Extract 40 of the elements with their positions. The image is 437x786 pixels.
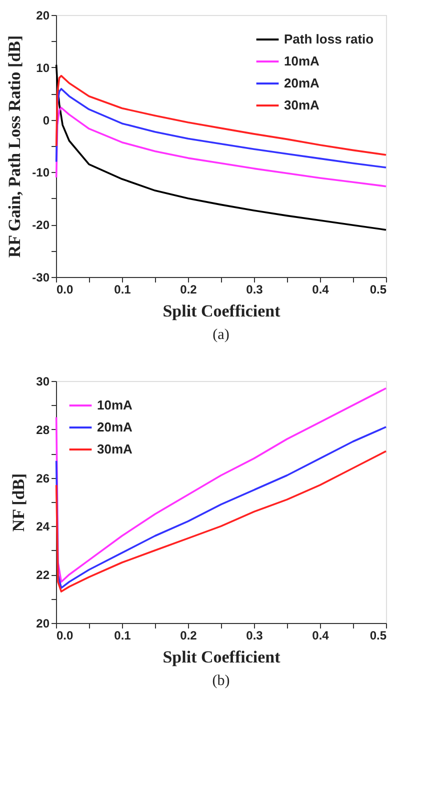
x-tick-label: 0.5 (370, 282, 387, 296)
y-tick-label: 28 (36, 422, 50, 437)
x-tick-label: 0.2 (180, 628, 198, 642)
y-tick-label: 10 (36, 60, 50, 75)
y-axis-title: NF [dB] (9, 473, 28, 532)
y-tick-label: -10 (32, 166, 50, 180)
x-tick-label: 0.5 (370, 628, 387, 642)
line-series (55, 387, 387, 583)
y-tick-label: 20 (36, 8, 50, 22)
x-tick-label: 0.1 (114, 282, 132, 296)
legend-label: Path loss ratio (284, 32, 374, 46)
x-tick-label: 0.0 (56, 628, 74, 642)
legend-label: 20mA (284, 76, 320, 90)
y-tick-label: -30 (32, 270, 50, 284)
x-tick-label: 0.3 (246, 628, 264, 642)
x-tick-label: 0.4 (312, 628, 330, 642)
y-tick-label: 22 (36, 568, 50, 582)
x-tick-label: 0.4 (312, 282, 330, 296)
line-series (55, 74, 387, 156)
y-tick-label: 24 (36, 520, 50, 534)
text: (b) (212, 673, 230, 689)
y-tick-label: 20 (36, 616, 50, 630)
x-tick-label: 0.0 (56, 282, 74, 296)
x-tick-label: 0.2 (180, 282, 198, 296)
text: (a) (212, 327, 230, 343)
y-tick-label: 26 (36, 471, 50, 486)
legend-label: 30mA (97, 442, 134, 456)
legend-label: 30mA (284, 98, 320, 112)
y-tick-label: 30 (36, 374, 50, 388)
x-tick-label: 0.1 (114, 628, 132, 642)
y-tick-label: 0 (42, 113, 50, 128)
legend-label: 10mA (97, 398, 134, 412)
x-axis-title: Split Coefficient (162, 302, 281, 320)
x-axis-title: Split Coefficient (162, 648, 281, 666)
y-axis-title: RF Gain, Path Loss Ratio [dB] (5, 35, 24, 258)
legend-label: 20mA (97, 420, 134, 434)
x-tick-label: 0.3 (246, 282, 264, 296)
y-tick-label: -20 (32, 218, 50, 232)
legend-label: 10mA (284, 54, 320, 68)
line-series (55, 88, 387, 168)
